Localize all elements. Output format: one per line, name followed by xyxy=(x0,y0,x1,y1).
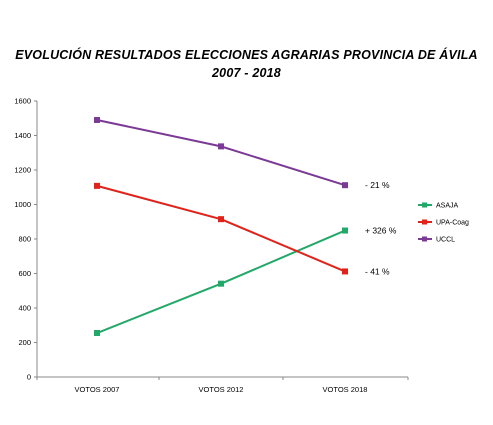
y-tick-label: 1600 xyxy=(14,97,31,106)
data-point xyxy=(342,227,348,234)
series-lines xyxy=(94,116,348,337)
change-annotation: - 41 % xyxy=(365,266,390,276)
y-tick-label: 1400 xyxy=(14,131,31,140)
legend-marker xyxy=(422,236,427,242)
y-tick-label: 1200 xyxy=(14,166,31,175)
legend-label: UPA-Coag xyxy=(436,220,469,227)
legend-label: UCCL xyxy=(436,237,455,244)
x-tick-label: VOTOS 2018 xyxy=(323,385,368,394)
series-line-upa-coag xyxy=(96,184,346,273)
data-point xyxy=(342,182,348,189)
data-point xyxy=(94,116,100,123)
y-tick-label: 600 xyxy=(18,269,31,278)
legend-marker xyxy=(422,202,427,208)
y-tick-label: 400 xyxy=(18,304,31,313)
chart-title: EVOLUCIÓN RESULTADOS ELECCIONES AGRARIAS… xyxy=(15,48,478,62)
y-tick-label: 200 xyxy=(18,338,31,347)
x-tick-label: VOTOS 2007 xyxy=(75,385,120,394)
change-annotation: + 326 % xyxy=(365,226,397,236)
data-point xyxy=(94,330,100,337)
data-point xyxy=(218,280,224,287)
chart-subtitle: 2007 - 2018 xyxy=(212,66,281,80)
x-tick-label: VOTOS 2012 xyxy=(199,385,244,394)
y-tick-label: 1000 xyxy=(14,200,31,209)
annotations: + 326 % - 41 % - 21 % xyxy=(365,180,397,276)
legend-label: ASAJA xyxy=(436,203,459,210)
data-point xyxy=(218,216,224,223)
y-tick-label: 0 xyxy=(27,373,31,382)
chart-axes: 0 200 400 600 800 1000 1200 1400 1600 VOTOS 2007 V… xyxy=(14,97,409,394)
legend-marker xyxy=(422,219,427,225)
data-point xyxy=(94,182,100,189)
series-line-uccl xyxy=(96,118,346,187)
data-point xyxy=(342,268,348,275)
legend: ASAJA UPA-Coag UCCL xyxy=(418,202,469,244)
data-point xyxy=(218,143,224,150)
change-annotation: - 21 % xyxy=(365,180,390,190)
y-tick-label: 800 xyxy=(18,235,31,244)
